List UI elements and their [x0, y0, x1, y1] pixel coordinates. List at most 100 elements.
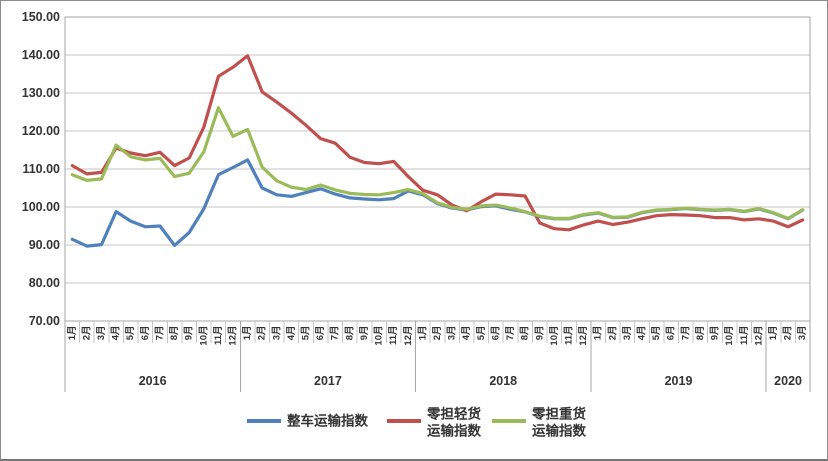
month-tick: 12月	[578, 326, 589, 346]
month-tick: 11月	[563, 326, 574, 346]
month-tick-label: 1月	[67, 326, 78, 341]
month-tick: 8月	[344, 326, 355, 341]
month-tick-label: 2月	[257, 326, 268, 341]
month-tick-label: 6月	[666, 326, 677, 341]
month-tick: 1月	[242, 326, 253, 341]
month-tick-label: 5月	[476, 326, 487, 341]
month-tick: 9月	[534, 326, 545, 341]
month-tick-label: 10月	[549, 326, 560, 346]
year-label: 2020	[774, 374, 802, 388]
month-tick-label: 5月	[301, 326, 312, 341]
month-tick-label: 11月	[213, 326, 224, 346]
month-tick: 4月	[111, 326, 122, 341]
month-tick: 7月	[330, 326, 341, 341]
month-tick-label: 9月	[184, 326, 195, 341]
month-tick: 6月	[490, 326, 501, 341]
month-tick: 12月	[403, 326, 414, 346]
month-tick-label: 12月	[578, 326, 589, 346]
month-tick-label: 3月	[271, 326, 282, 341]
month-tick-label: 3月	[447, 326, 458, 341]
month-tick-label: 4月	[461, 326, 472, 341]
month-tick: 7月	[505, 326, 516, 341]
month-tick-label: 9月	[710, 326, 721, 341]
month-tick: 12月	[227, 326, 238, 346]
month-tick: 4月	[461, 326, 472, 341]
month-tick: 6月	[315, 326, 326, 341]
legend-label: 整车运输指数	[287, 413, 368, 429]
month-tick-label: 2月	[783, 326, 794, 341]
month-tick: 10月	[198, 326, 209, 346]
legend-label: 运输指数	[427, 423, 481, 439]
month-tick-label: 4月	[111, 326, 122, 341]
month-tick-label: 11月	[388, 326, 399, 346]
month-tick-label: 1月	[768, 326, 779, 341]
month-tick: 9月	[359, 326, 370, 341]
y-tick-label: 100.00	[22, 200, 60, 214]
month-tick-label: 10月	[724, 326, 735, 346]
month-tick-label: 12月	[403, 326, 414, 346]
month-tick: 9月	[710, 326, 721, 341]
month-tick: 5月	[651, 326, 662, 341]
y-tick-label: 70.00	[29, 314, 60, 328]
month-tick: 5月	[301, 326, 312, 341]
plot-area-border	[64, 16, 811, 322]
y-axis-labels: 150.00 140.00 130.00 120.00 110.00 100.00 90.0…	[22, 10, 60, 328]
month-tick: 11月	[388, 326, 399, 346]
month-tick-label: 7月	[330, 326, 341, 341]
month-tick: 11月	[739, 326, 750, 346]
month-tick: 2月	[257, 326, 268, 341]
month-tick-label: 2月	[607, 326, 618, 341]
month-tick: 2月	[432, 326, 443, 341]
year-label: 2019	[665, 374, 693, 388]
month-tick: 9月	[184, 326, 195, 341]
month-tick: 1月	[593, 326, 604, 341]
series-line-1	[70, 54, 805, 232]
month-tick: 10月	[549, 326, 560, 346]
month-tick-label: 12月	[753, 326, 764, 346]
legend-label: 零担重货	[531, 406, 586, 422]
month-tick-label: 8月	[520, 326, 531, 341]
month-tick-label: 8月	[169, 326, 180, 341]
month-tick-label: 6月	[315, 326, 326, 341]
month-tick: 7月	[154, 326, 165, 341]
month-tick: 3月	[797, 326, 808, 341]
y-tick-label: 130.00	[22, 86, 60, 100]
month-tick: 2月	[81, 326, 92, 341]
series-line-2	[70, 106, 805, 220]
month-tick-label: 6月	[490, 326, 501, 341]
month-tick: 12月	[753, 326, 764, 346]
y-tick-label: 110.00	[22, 162, 60, 176]
month-tick-label: 8月	[344, 326, 355, 341]
gridlines	[65, 54, 810, 284]
month-tick: 1月	[67, 326, 78, 341]
month-tick: 2月	[607, 326, 618, 341]
month-tick: 11月	[213, 326, 224, 346]
month-tick-label: 1月	[417, 326, 428, 341]
month-tick-label: 6月	[140, 326, 151, 341]
month-tick-label: 12月	[227, 326, 238, 346]
month-tick: 10月	[374, 326, 385, 346]
month-tick-label: 7月	[154, 326, 165, 341]
month-tick: 3月	[96, 326, 107, 341]
month-tick: 1月	[768, 326, 779, 341]
month-tick-label: 3月	[622, 326, 633, 341]
month-tick-label: 7月	[505, 326, 516, 341]
month-tick: 5月	[125, 326, 136, 341]
y-tick-label: 150.00	[22, 10, 60, 24]
month-tick-label: 9月	[359, 326, 370, 341]
year-label: 2017	[314, 374, 342, 388]
month-tick-label: 5月	[125, 326, 136, 341]
month-tick: 2月	[783, 326, 794, 341]
month-tick: 4月	[637, 326, 648, 341]
month-tick-label: 4月	[637, 326, 648, 341]
y-tick-label: 90.00	[29, 238, 60, 252]
y-tick-label: 120.00	[22, 124, 60, 138]
month-tick: 8月	[169, 326, 180, 341]
month-tick-label: 8月	[695, 326, 706, 341]
legend-label: 运输指数	[532, 423, 586, 439]
month-tick-label: 11月	[739, 326, 750, 346]
month-tick: 5月	[476, 326, 487, 341]
month-tick: 6月	[140, 326, 151, 341]
